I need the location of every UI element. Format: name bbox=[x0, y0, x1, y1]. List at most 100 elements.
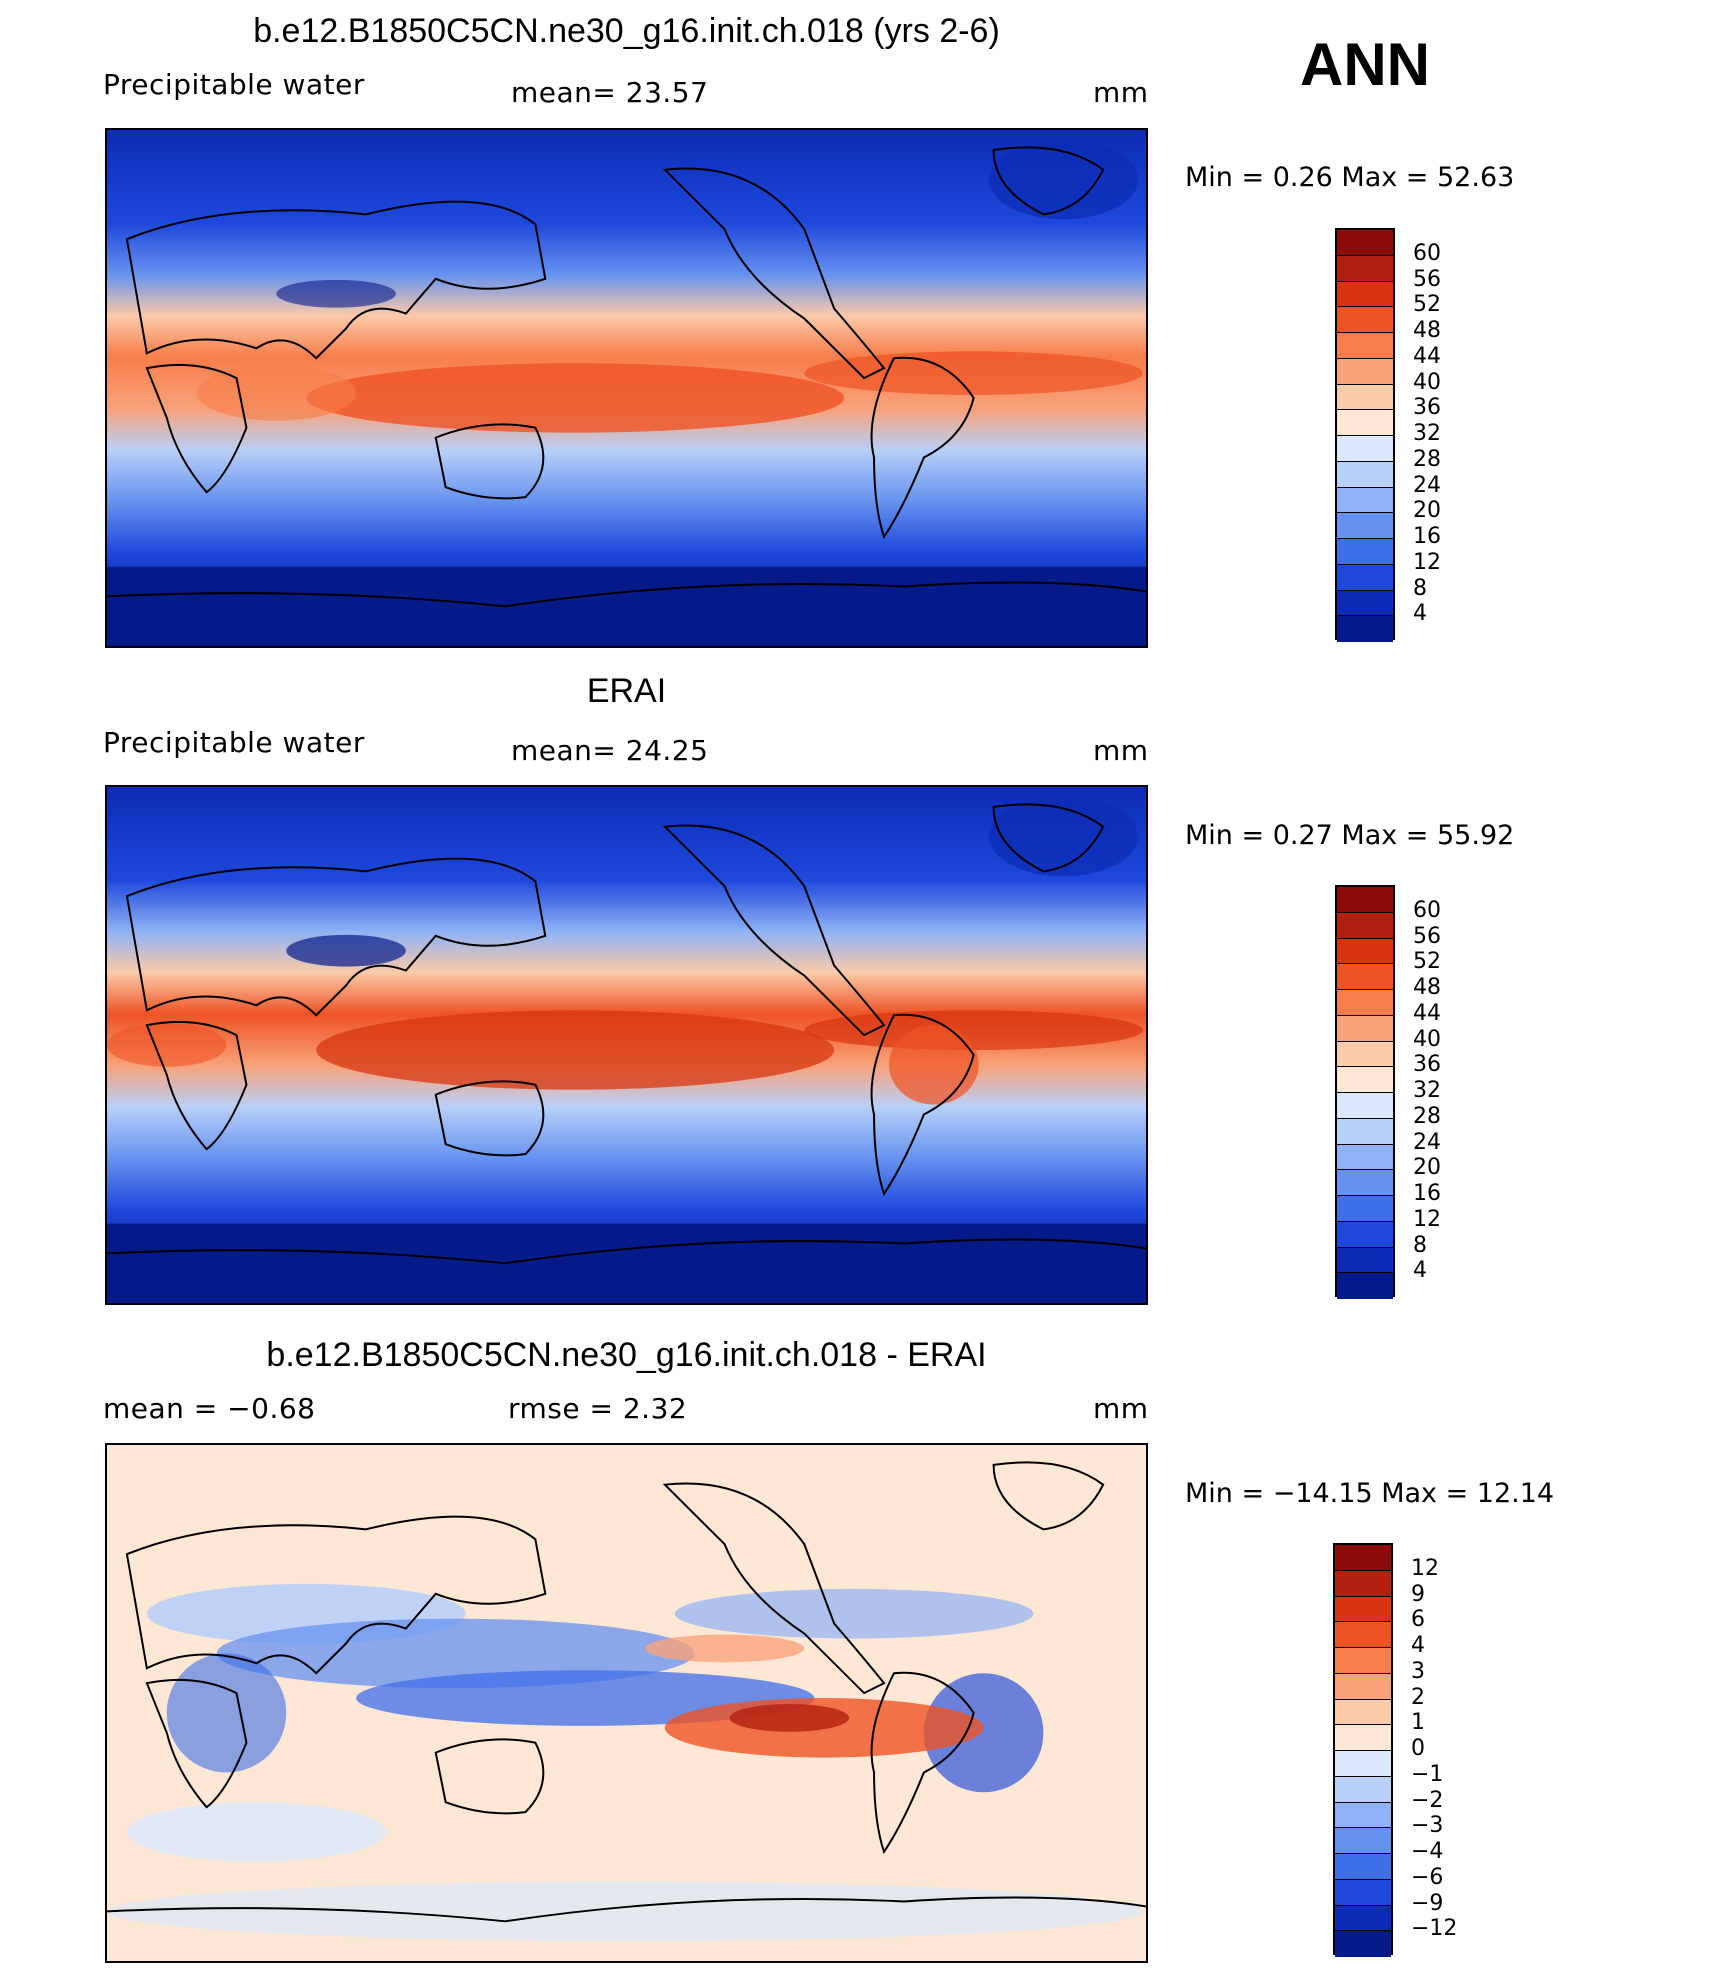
colorbar-swatch bbox=[1337, 564, 1393, 591]
colorbar-swatch bbox=[1337, 1196, 1393, 1222]
units-label: mm bbox=[1093, 1392, 1149, 1425]
variable-label: Precipitable water bbox=[103, 68, 365, 101]
colorbar-tick-label: 28 bbox=[1413, 1103, 1441, 1129]
colorbar-swatch bbox=[1335, 1751, 1391, 1777]
colorbar bbox=[1335, 228, 1395, 642]
colorbar-swatch bbox=[1337, 1144, 1393, 1171]
colorbar-swatch bbox=[1335, 1931, 1391, 1957]
colorbar-tick-label: 24 bbox=[1413, 1129, 1441, 1155]
colorbar-tick-label: 56 bbox=[1413, 266, 1441, 292]
colorbar-tick-label: 48 bbox=[1413, 975, 1441, 1000]
colorbar-tick-label: 24 bbox=[1413, 472, 1441, 498]
colorbar-tick-label: 2 bbox=[1411, 1684, 1425, 1710]
colorbar-tick-label: 9 bbox=[1411, 1581, 1425, 1607]
colorbar-tick-label: 48 bbox=[1413, 318, 1441, 343]
colorbar-swatch bbox=[1337, 513, 1393, 539]
colorbar-swatch bbox=[1337, 590, 1393, 617]
colorbar-swatch bbox=[1337, 358, 1393, 385]
colorbar-tick-label: 4 bbox=[1413, 601, 1427, 627]
colorbar-swatch bbox=[1337, 539, 1393, 565]
colorbar-swatch bbox=[1337, 912, 1393, 939]
colorbar-tick-label: 12 bbox=[1413, 1206, 1441, 1232]
colorbar-tick-label: 60 bbox=[1413, 897, 1441, 923]
colorbar-tick-label: 40 bbox=[1413, 369, 1441, 395]
colorbar-tick-label: −1 bbox=[1411, 1761, 1444, 1787]
colorbar-swatch bbox=[1337, 938, 1393, 965]
rmse-label: rmse = 2.32 bbox=[508, 1392, 688, 1425]
colorbar-swatch bbox=[1337, 990, 1393, 1016]
colorbar-swatch bbox=[1337, 307, 1393, 333]
colorbar-swatch bbox=[1335, 1648, 1391, 1674]
colorbar-swatch bbox=[1337, 1273, 1393, 1299]
colorbar-tick-label: −2 bbox=[1411, 1787, 1444, 1813]
colorbar-swatch bbox=[1337, 487, 1393, 514]
colorbar-tick-label: 40 bbox=[1413, 1026, 1441, 1052]
colorbar-tick-label: 60 bbox=[1413, 240, 1441, 266]
colorbar-swatch bbox=[1337, 1015, 1393, 1042]
colorbar-swatch bbox=[1337, 1221, 1393, 1248]
colorbar-swatch bbox=[1337, 230, 1393, 256]
colorbar-tick-label: 36 bbox=[1413, 395, 1441, 421]
colorbar-tick-label: 6 bbox=[1411, 1607, 1425, 1633]
map-diff bbox=[105, 1443, 1148, 1963]
colorbar-swatch bbox=[1337, 1067, 1393, 1093]
panel-title: b.e12.B1850C5CN.ne30_g16.init.ch.018 - E… bbox=[266, 1336, 987, 1374]
colorbar-tick-label: 20 bbox=[1413, 1155, 1441, 1181]
mean-label: mean= 24.25 bbox=[511, 734, 709, 767]
colorbar-swatch bbox=[1335, 1570, 1391, 1597]
colorbar-tick-label: 20 bbox=[1413, 498, 1441, 524]
colorbar-tick-label: 32 bbox=[1413, 1078, 1441, 1103]
colorbar-swatch bbox=[1337, 1093, 1393, 1119]
colorbar-swatch bbox=[1337, 436, 1393, 462]
colorbar-tick-label: 36 bbox=[1413, 1052, 1441, 1078]
colorbar-tick-label: −3 bbox=[1411, 1813, 1444, 1839]
colorbar-tick-label: 16 bbox=[1413, 1181, 1441, 1206]
colorbar-swatch bbox=[1335, 1905, 1391, 1932]
variable-label: Precipitable water bbox=[103, 726, 365, 759]
colorbar-swatch bbox=[1337, 281, 1393, 308]
colorbar-swatch bbox=[1337, 255, 1393, 282]
units-label: mm bbox=[1093, 76, 1149, 109]
colorbar-swatch bbox=[1335, 1673, 1391, 1700]
colorbar-tick-label: 44 bbox=[1413, 1000, 1441, 1026]
panel-title: b.e12.B1850C5CN.ne30_g16.init.ch.018 (yr… bbox=[253, 12, 1000, 50]
colorbar-swatch bbox=[1335, 1776, 1391, 1803]
colorbar bbox=[1335, 885, 1395, 1299]
map-field bbox=[107, 130, 1146, 646]
colorbar-swatch bbox=[1335, 1725, 1391, 1751]
colorbar-swatch bbox=[1337, 384, 1393, 411]
colorbar-tick-label: 3 bbox=[1411, 1658, 1425, 1684]
colorbar-swatch bbox=[1335, 1622, 1391, 1648]
colorbar-swatch bbox=[1337, 1118, 1393, 1145]
colorbar-swatch bbox=[1335, 1828, 1391, 1854]
colorbar-tick-label: 1 bbox=[1411, 1710, 1425, 1736]
colorbar-swatch bbox=[1335, 1854, 1391, 1880]
colorbar-swatch bbox=[1337, 1041, 1393, 1068]
colorbar-tick-label: 12 bbox=[1413, 549, 1441, 575]
minmax-label: Min = 0.26 Max = 52.63 bbox=[1185, 162, 1515, 193]
colorbar-tick-label: 16 bbox=[1413, 524, 1441, 549]
colorbar-tick-label: 12 bbox=[1411, 1555, 1439, 1581]
colorbar-tick-label: 4 bbox=[1411, 1633, 1425, 1658]
colorbar-tick-label: 8 bbox=[1413, 575, 1427, 601]
colorbar-tick-label: −4 bbox=[1411, 1839, 1444, 1864]
colorbar-swatch bbox=[1337, 461, 1393, 488]
colorbar-tick-label: 52 bbox=[1413, 949, 1441, 975]
colorbar-swatch bbox=[1337, 410, 1393, 436]
colorbar-swatch bbox=[1337, 1247, 1393, 1274]
colorbar-tick-label: −9 bbox=[1411, 1890, 1444, 1916]
colorbar-tick-label: 0 bbox=[1411, 1736, 1425, 1761]
panel-title: ERAI bbox=[586, 672, 667, 710]
map-model bbox=[105, 128, 1148, 648]
mean-label: mean= 23.57 bbox=[511, 76, 709, 109]
colorbar-swatch bbox=[1335, 1699, 1391, 1726]
minmax-label: Min = −14.15 Max = 12.14 bbox=[1185, 1478, 1555, 1509]
colorbar bbox=[1333, 1543, 1393, 1957]
colorbar-swatch bbox=[1337, 333, 1393, 359]
colorbar-swatch bbox=[1335, 1596, 1391, 1623]
map-obs bbox=[105, 785, 1148, 1305]
map-field bbox=[107, 1445, 1146, 1961]
units-label: mm bbox=[1093, 734, 1149, 767]
colorbar-tick-label: 28 bbox=[1413, 446, 1441, 472]
colorbar-tick-label: 32 bbox=[1413, 421, 1441, 446]
